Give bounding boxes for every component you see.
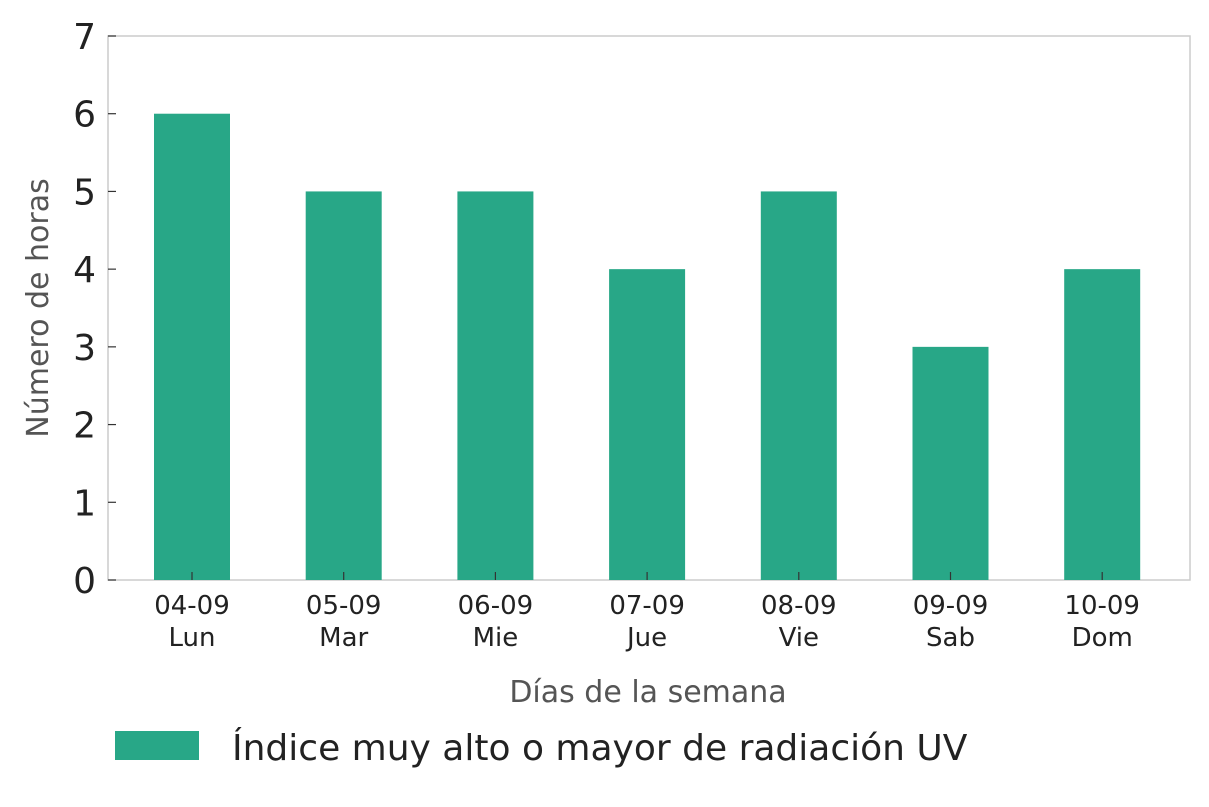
y-axis-label: Número de horas [21, 178, 56, 437]
bar-0 [154, 113, 230, 580]
legend-label: Índice muy alto o mayor de radiación UV [232, 727, 968, 769]
x-tick-label-1-0: 05-09 [306, 591, 382, 621]
y-tick-label-3: 3 [73, 328, 96, 369]
x-tick-label-5-1: Sab [926, 623, 975, 653]
y-axis-ticks: 0 1 2 3 4 5 6 7 [73, 17, 116, 602]
x-tick-label-6-1: Dom [1072, 623, 1133, 653]
x-tick-label-2-0: 06-09 [458, 591, 534, 621]
bar-1 [305, 191, 382, 580]
legend-swatch [115, 731, 199, 760]
y-tick-label-1: 1 [73, 483, 96, 524]
x-axis-label: Días de la semana [509, 675, 786, 710]
y-tick-label-6: 6 [73, 95, 96, 136]
x-tick-label-3-1: Jue [625, 623, 667, 653]
y-tick-label-5: 5 [73, 172, 96, 213]
legend: Índice muy alto o mayor de radiación UV [115, 727, 968, 769]
x-tick-label-3-0: 07-09 [609, 591, 685, 621]
x-tick-label-0-1: Lun [169, 623, 216, 653]
x-tick-label-6-0: 10-09 [1064, 591, 1140, 621]
bars-group [154, 113, 1141, 580]
x-tick-label-0-0: 04-09 [154, 591, 230, 621]
bar-5 [912, 346, 989, 580]
y-tick-label-2: 2 [73, 406, 96, 447]
x-tick-label-1-1: Mar [319, 623, 368, 653]
bar-6 [1064, 269, 1141, 580]
x-tick-label-4-1: Vie [779, 623, 819, 653]
y-tick-label-0: 0 [73, 561, 96, 602]
x-tick-label-5-0: 09-09 [913, 591, 989, 621]
x-tick-label-2-1: Mie [473, 623, 519, 653]
x-tick-label-4-0: 08-09 [761, 591, 837, 621]
bar-4 [760, 191, 837, 580]
bar-2 [457, 191, 534, 580]
bar-3 [609, 269, 686, 580]
y-tick-label-4: 4 [73, 250, 96, 291]
y-tick-label-7: 7 [73, 17, 96, 58]
